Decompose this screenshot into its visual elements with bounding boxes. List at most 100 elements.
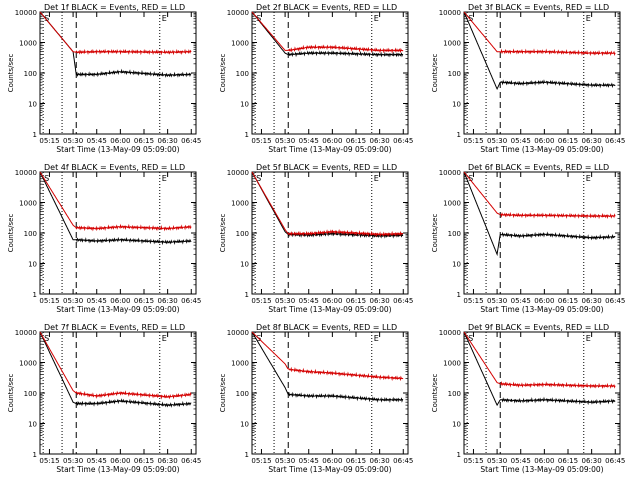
start-marker-label: S xyxy=(44,174,49,183)
end-marker-label: E xyxy=(586,14,591,23)
y-tick-label: 100 xyxy=(236,230,249,238)
x-tick-label: 05:30 xyxy=(63,457,83,465)
chart-title: Det 2f BLACK = Events, RED = LLD xyxy=(256,3,397,12)
x-tick-label: 06:15 xyxy=(134,297,154,305)
chart-title: Det 4f BLACK = Events, RED = LLD xyxy=(44,163,185,172)
y-tick-label: 10 xyxy=(452,421,461,429)
x-tick-label: 05:15 xyxy=(39,297,59,305)
end-marker-label: E xyxy=(586,334,591,343)
x-tick-label: 06:45 xyxy=(393,457,413,465)
end-marker-label: E xyxy=(162,14,167,23)
y-tick-label: 1 xyxy=(33,291,37,299)
y-tick-label: 1000 xyxy=(231,40,249,48)
y-tick-label: 10 xyxy=(452,101,461,109)
x-tick-label: 05:15 xyxy=(39,457,59,465)
plot-frame xyxy=(463,171,621,295)
chart-panel-4: Det 4f BLACK = Events, RED = LLD 1 10 100 10… xyxy=(7,163,201,314)
x-tick-label: 05:45 xyxy=(87,297,107,305)
y-tick-label: 10000 xyxy=(15,329,37,337)
x-tick-label: 06:00 xyxy=(110,137,130,145)
y-tick-label: 100 xyxy=(236,70,249,78)
y-tick-label: 1 xyxy=(33,451,37,459)
y-tick-label: 10000 xyxy=(439,169,461,177)
x-tick-label: 05:30 xyxy=(487,297,507,305)
series-line-events xyxy=(251,11,404,58)
y-tick-label: 100 xyxy=(448,70,461,78)
y-axis-label: Counts/sec xyxy=(431,374,439,413)
x-tick-label: 06:45 xyxy=(181,137,201,145)
end-marker-label: E xyxy=(374,334,379,343)
x-tick-label: 05:45 xyxy=(299,137,319,145)
x-tick-label: 06:15 xyxy=(134,457,154,465)
chart-panel-9: Det 9f BLACK = Events, RED = LLD 1 10 100 10… xyxy=(431,323,625,474)
x-tick-label: 06:30 xyxy=(370,137,390,145)
y-axis-label: Counts/sec xyxy=(431,54,439,93)
x-tick-label: 06:30 xyxy=(158,137,178,145)
x-tick-label: 06:30 xyxy=(370,297,390,305)
x-tick-label: 05:45 xyxy=(511,457,531,465)
chart-title: Det 8f BLACK = Events, RED = LLD xyxy=(256,323,397,332)
x-tick-label: 06:00 xyxy=(322,137,342,145)
x-tick-label: 06:45 xyxy=(393,297,413,305)
y-tick-label: 100 xyxy=(448,390,461,398)
x-tick-label: 06:15 xyxy=(558,137,578,145)
x-tick-label: 06:15 xyxy=(558,457,578,465)
chart-title: Det 5f BLACK = Events, RED = LLD xyxy=(256,163,397,172)
chart-panel-3: Det 3f BLACK = Events, RED = LLD 1 10 100 10… xyxy=(431,3,625,154)
y-axis-label: Counts/sec xyxy=(7,54,15,93)
x-tick-label: 06:45 xyxy=(605,297,625,305)
series-line-lld xyxy=(463,331,616,389)
x-axis-label: Start Time (13-May-09 05:09:00) xyxy=(268,465,391,474)
y-tick-label: 10000 xyxy=(15,9,37,17)
chart-title: Det 1f BLACK = Events, RED = LLD xyxy=(44,3,185,12)
chart-title: Det 3f BLACK = Events, RED = LLD xyxy=(468,3,609,12)
x-tick-label: 05:45 xyxy=(511,137,531,145)
x-tick-label: 06:45 xyxy=(605,137,625,145)
x-tick-label: 05:45 xyxy=(87,457,107,465)
end-marker-label: E xyxy=(374,174,379,183)
y-tick-label: 1000 xyxy=(443,360,461,368)
y-tick-label: 10000 xyxy=(227,9,249,17)
x-tick-label: 06:30 xyxy=(582,137,602,145)
chart-panel-7: Det 7f BLACK = Events, RED = LLD 1 10 100 10… xyxy=(7,323,201,474)
plot-frame xyxy=(463,11,621,135)
x-tick-label: 06:30 xyxy=(158,457,178,465)
x-tick-label: 05:30 xyxy=(487,457,507,465)
y-tick-label: 10000 xyxy=(227,169,249,177)
series-line-events xyxy=(463,11,616,91)
x-tick-label: 05:15 xyxy=(251,297,271,305)
y-tick-label: 1000 xyxy=(19,40,37,48)
x-tick-label: 05:30 xyxy=(487,137,507,145)
x-tick-label: 06:15 xyxy=(346,297,366,305)
plot-frame xyxy=(463,331,621,455)
series-line-lld xyxy=(463,11,616,57)
x-tick-label: 05:15 xyxy=(251,457,271,465)
x-tick-label: 06:00 xyxy=(322,297,342,305)
y-tick-label: 10000 xyxy=(439,9,461,17)
y-tick-label: 1000 xyxy=(19,360,37,368)
x-tick-label: 06:00 xyxy=(534,297,554,305)
y-tick-label: 10000 xyxy=(439,329,461,337)
x-tick-label: 06:30 xyxy=(158,297,178,305)
x-tick-label: 05:45 xyxy=(299,297,319,305)
x-tick-label: 06:30 xyxy=(582,457,602,465)
x-tick-label: 06:00 xyxy=(110,457,130,465)
x-tick-label: 05:30 xyxy=(275,457,295,465)
chart-panel-1: Det 1f BLACK = Events, RED = LLD 1 10 100 10… xyxy=(7,3,201,154)
y-tick-label: 10 xyxy=(28,421,37,429)
start-marker-label: S xyxy=(44,14,49,23)
x-axis-label: Start Time (13-May-09 05:09:00) xyxy=(56,145,179,154)
series-line-events xyxy=(39,171,192,246)
chart-title: Det 9f BLACK = Events, RED = LLD xyxy=(468,323,609,332)
plot-frame xyxy=(39,171,197,295)
series-line-events xyxy=(251,331,404,404)
x-tick-label: 05:15 xyxy=(463,457,483,465)
series-line-events xyxy=(463,331,616,407)
x-tick-label: 06:30 xyxy=(370,457,390,465)
start-marker-label: S xyxy=(468,14,473,23)
y-tick-label: 10000 xyxy=(227,329,249,337)
x-tick-label: 05:15 xyxy=(463,297,483,305)
x-tick-label: 05:30 xyxy=(63,297,83,305)
x-tick-label: 06:00 xyxy=(110,297,130,305)
